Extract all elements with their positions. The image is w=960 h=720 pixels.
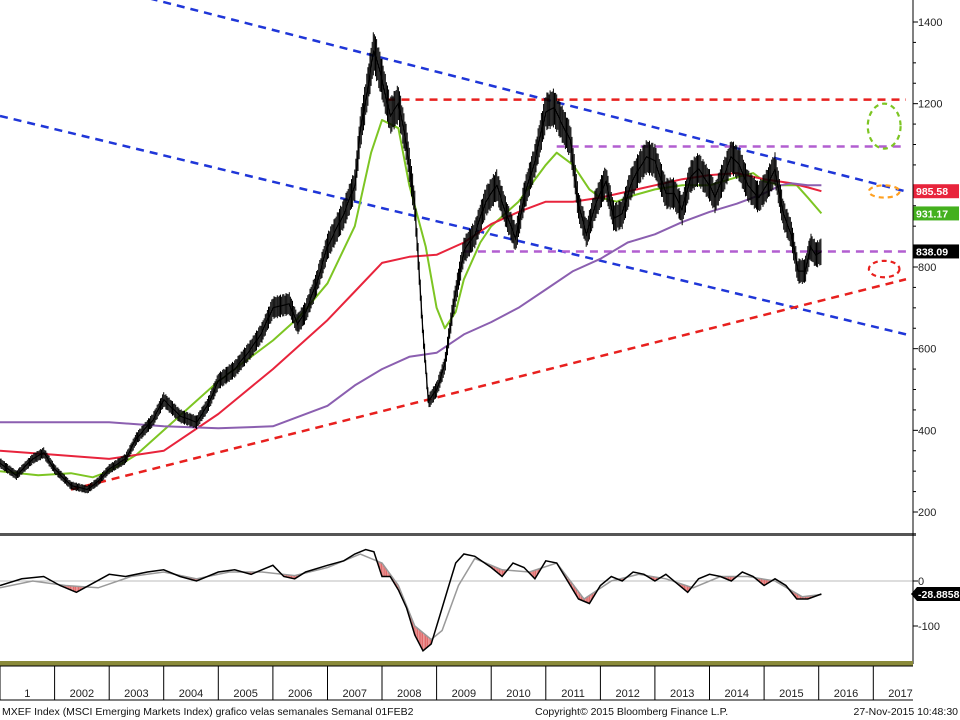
x-tick-label: 2009 bbox=[452, 688, 476, 700]
oscillator-line bbox=[0, 548, 822, 652]
trendline-2 bbox=[70, 278, 907, 491]
trendline-1 bbox=[0, 114, 907, 336]
value-tag-label: 931.17 bbox=[916, 208, 948, 220]
x-tick-label: 2017 bbox=[888, 688, 912, 700]
x-tick-label: 2012 bbox=[615, 688, 639, 700]
trendline-layer bbox=[0, 0, 907, 491]
x-tick-label: 2014 bbox=[725, 688, 749, 700]
value-tag-layer: 985.58 931.17 838.09 bbox=[913, 184, 959, 259]
y-tick-label: 400 bbox=[918, 425, 936, 437]
price-bars bbox=[0, 32, 822, 494]
oscillator-layer bbox=[0, 548, 822, 652]
x-tick-label: 2015 bbox=[779, 688, 803, 700]
footer-timestamp: 27-Nov-2015 10:48:30 bbox=[854, 706, 959, 718]
x-tick-label: 2005 bbox=[233, 688, 257, 700]
value-tag-label: 838.09 bbox=[916, 246, 948, 258]
value-tag bbox=[913, 206, 959, 221]
x-tick-label: 2010 bbox=[506, 688, 530, 700]
oscillator-value-tag bbox=[911, 586, 960, 601]
oscillator-y-tick-label: 0 bbox=[918, 576, 924, 588]
oscillator-tag-layer: -28.8858 bbox=[911, 586, 960, 601]
main-panel bbox=[0, 0, 910, 534]
x-axis: 1 2002 2003 2004 2005 2006 2007 2008 2009 2010 201… bbox=[0, 666, 913, 701]
bottom-strip bbox=[0, 661, 913, 666]
main-y-axis: 200 400 600 800 1200 1400 bbox=[913, 17, 942, 519]
oscillator-y-axis: -100 0 bbox=[913, 576, 940, 633]
trendline-0 bbox=[150, 0, 907, 193]
highlight-ellipse-0 bbox=[866, 102, 902, 150]
series-layer bbox=[0, 32, 823, 494]
x-tick-label: 2016 bbox=[834, 688, 858, 700]
y-tick-label: 200 bbox=[918, 507, 936, 519]
x-tick-label: 2006 bbox=[288, 688, 312, 700]
value-tag bbox=[913, 244, 959, 259]
oscillator-value-tag-label: -28.8858 bbox=[918, 589, 960, 601]
y-tick-label: 1200 bbox=[918, 99, 942, 111]
oscillator-shading bbox=[58, 561, 820, 650]
price-line bbox=[0, 50, 822, 491]
y-tick-label: 800 bbox=[918, 262, 936, 274]
footer-copyright: Copyright© 2015 Bloomberg Finance L.P. bbox=[535, 706, 728, 718]
x-tick-label: 2003 bbox=[124, 688, 148, 700]
value-tag-label: 985.58 bbox=[916, 186, 948, 198]
x-tick-label: 2007 bbox=[343, 688, 367, 700]
x-tick-label: 2013 bbox=[670, 688, 694, 700]
oscillator-y-tick-label: -100 bbox=[918, 621, 940, 633]
x-tick-label: 2008 bbox=[397, 688, 421, 700]
x-tick-label: 2004 bbox=[179, 688, 203, 700]
y-tick-label: 600 bbox=[918, 344, 936, 356]
signal-line bbox=[0, 553, 822, 641]
x-tick-label: 1 bbox=[24, 688, 30, 700]
value-tag bbox=[913, 184, 959, 199]
highlight-ellipse-1 bbox=[867, 184, 901, 199]
highlight-ellipse-2 bbox=[867, 259, 901, 279]
x-tick-label: 2002 bbox=[70, 688, 94, 700]
footer-source: MXEF Index (MSCI Emerging Markets Index)… bbox=[2, 706, 414, 718]
y-tick-label: 1400 bbox=[918, 17, 942, 29]
panel-divider bbox=[0, 533, 916, 536]
x-tick-label: 2011 bbox=[561, 688, 585, 700]
